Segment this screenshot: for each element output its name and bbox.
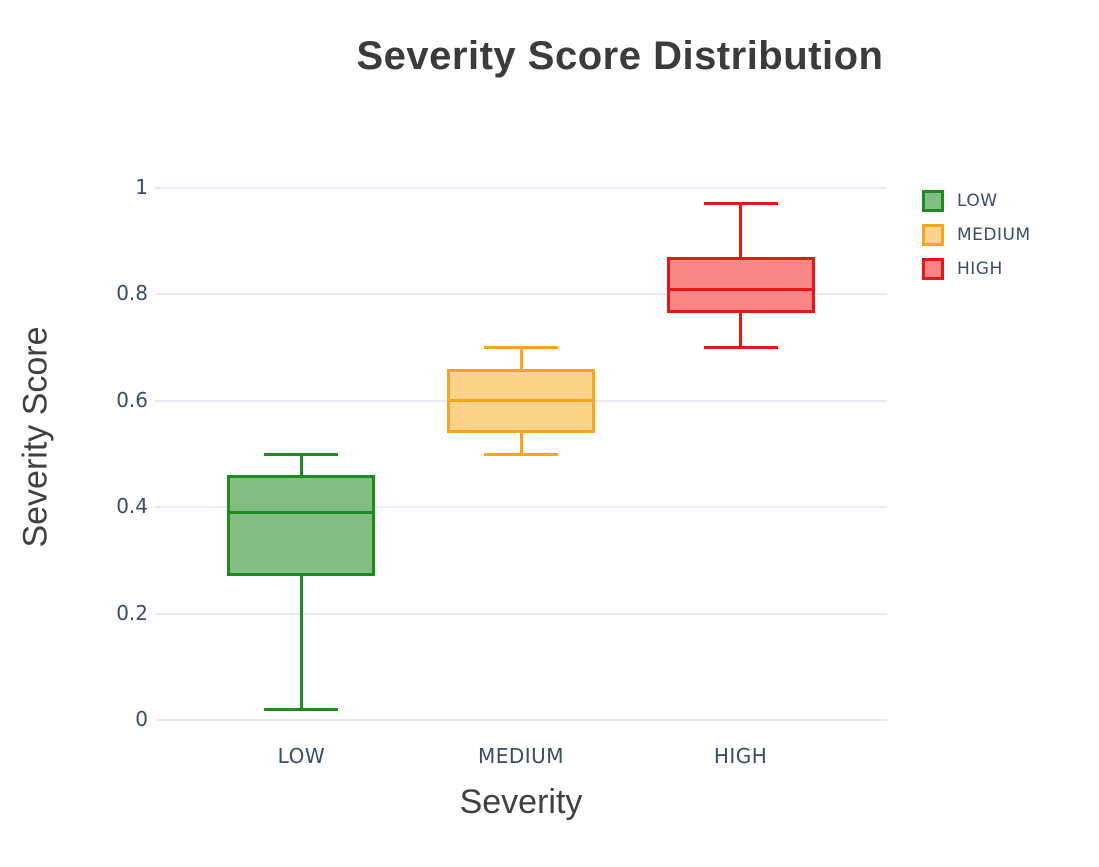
gridline (155, 506, 887, 509)
legend-label-low: LOW (957, 191, 998, 211)
whisker-cap-max-medium (484, 346, 558, 350)
whisker-cap-min-high (703, 346, 778, 350)
legend-swatch-high-icon (922, 258, 944, 280)
whisker-cap-max-high (703, 202, 778, 206)
median-line-high (666, 287, 815, 291)
legend-item-high[interactable]: HIGH (922, 258, 1031, 280)
x-tick-label-medium: MEDIUM (477, 744, 565, 768)
whisker-cap-min-medium (484, 452, 558, 456)
y-tick-label: 0.4 (116, 494, 148, 519)
legend-label-medium: MEDIUM (957, 225, 1031, 245)
gridline (155, 612, 887, 615)
box-high[interactable] (666, 257, 815, 314)
chart-title: Severity Score Distribution (356, 34, 884, 78)
legend: LOW MEDIUM HIGH (922, 190, 1031, 280)
whisker-cap-min-low (264, 707, 339, 711)
y-tick-label: 0.2 (116, 600, 148, 625)
gridline (155, 187, 887, 189)
y-tick-label: 0.8 (116, 281, 148, 306)
plot-area (155, 187, 887, 721)
legend-item-medium[interactable]: MEDIUM (922, 224, 1031, 246)
gridline (155, 293, 887, 296)
legend-label-high: HIGH (957, 259, 1003, 279)
legend-swatch-medium-icon (922, 224, 944, 246)
legend-swatch-low-icon (922, 190, 944, 212)
legend-item-low[interactable]: LOW (922, 190, 1031, 212)
median-line-low (227, 511, 376, 515)
x-tick-label-low: LOW (277, 744, 326, 768)
median-line-medium (447, 399, 595, 403)
box-low[interactable] (227, 475, 376, 577)
whisker-line-low (299, 454, 303, 710)
whisker-cap-max-low (264, 452, 339, 456)
y-tick-label: 0.6 (116, 387, 148, 412)
y-tick-label: 0 (135, 707, 148, 731)
x-tick-label-high: HIGH (713, 744, 768, 768)
gridline (155, 719, 887, 721)
y-tick-label: 1 (135, 175, 148, 199)
x-axis-title: Severity (459, 783, 583, 821)
